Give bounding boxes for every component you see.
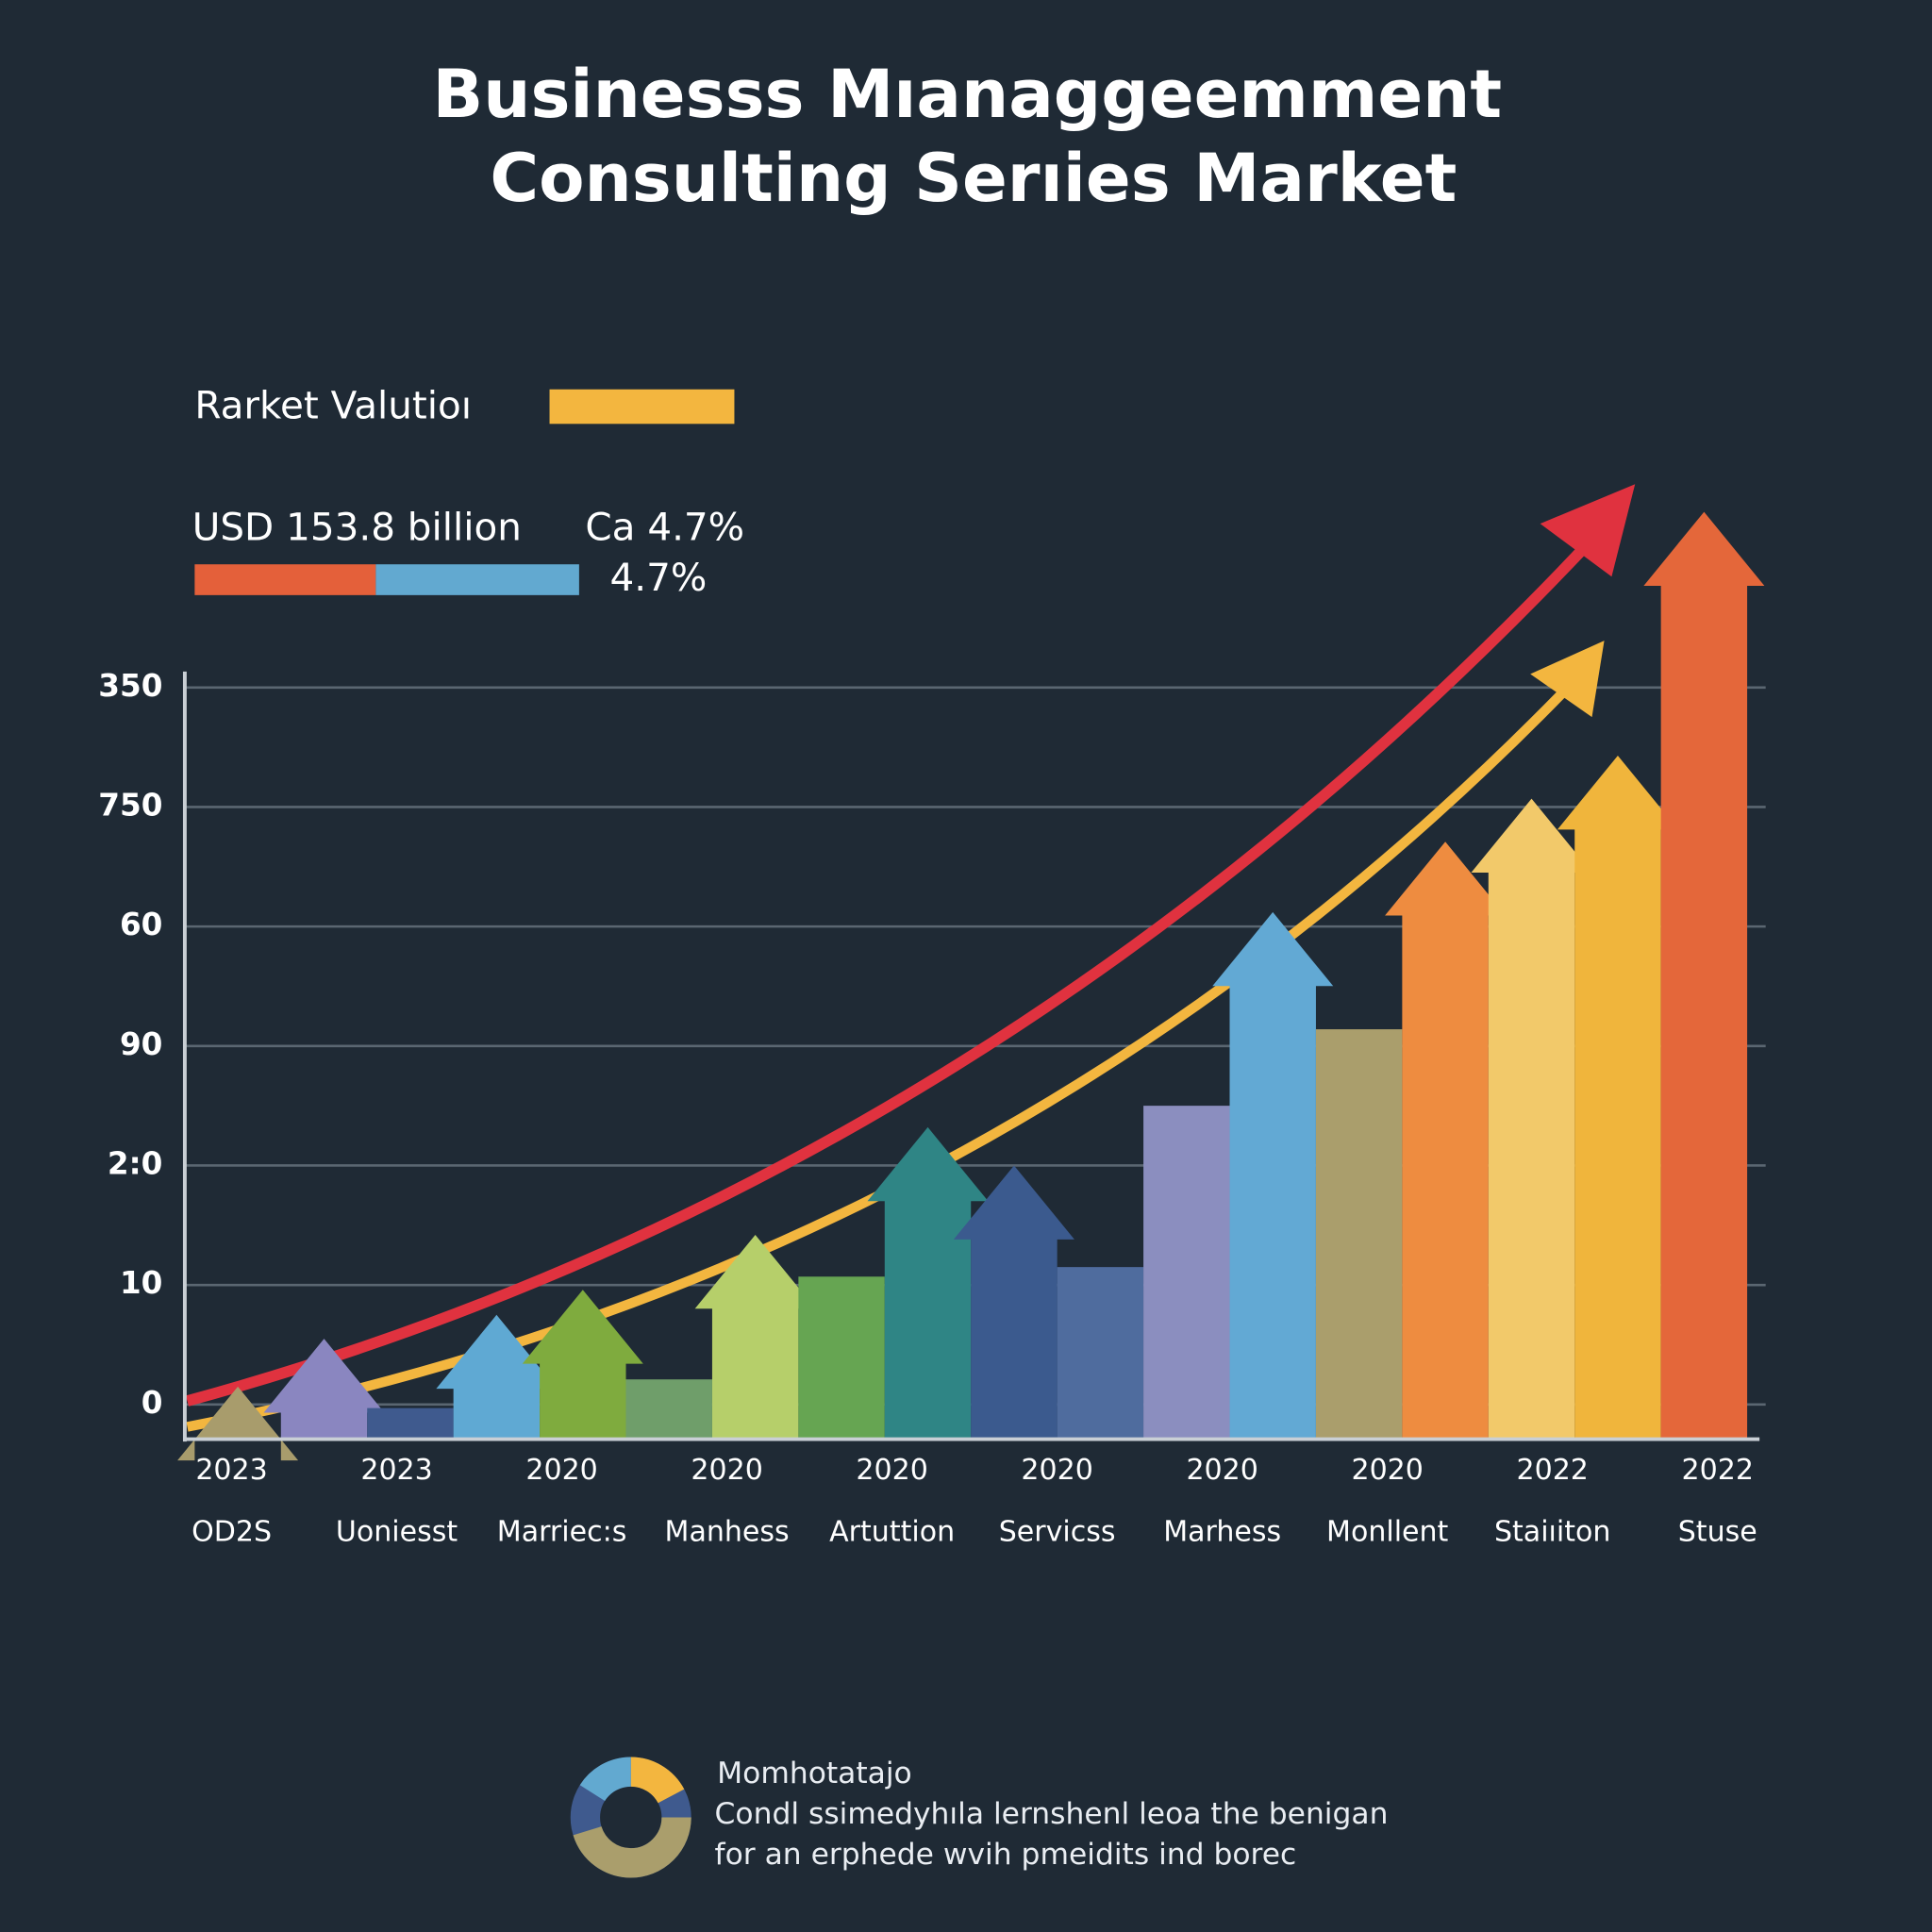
bar: [1643, 511, 1765, 1440]
x-tick-label: 2023: [195, 1454, 267, 1487]
x-category-label: Servicss: [999, 1515, 1116, 1548]
x-category-label: Marriec:s: [497, 1515, 627, 1548]
donut-segment: [570, 1757, 691, 1878]
x-tick-label: 2020: [525, 1454, 597, 1487]
footer-line: Condl ssimedyhıla lernshenl leoa the ben…: [715, 1797, 1389, 1831]
bar: [263, 1339, 385, 1440]
x-tick-label: 2020: [856, 1454, 927, 1487]
y-tick-label: 0: [142, 1385, 163, 1421]
x-category-label: Marhess: [1163, 1515, 1281, 1548]
x-category-label: Monllent: [1326, 1515, 1449, 1548]
footer-line: for an erphede wvih pmeidits ind borec: [715, 1838, 1297, 1872]
x-category-label: OD2S: [192, 1515, 272, 1548]
y-tick-label: 10: [120, 1265, 162, 1301]
bar: [625, 1379, 712, 1440]
bar: [177, 1386, 299, 1461]
x-category-label: Manhess: [665, 1515, 790, 1548]
x-category-label: Uoniesst: [336, 1515, 458, 1548]
y-tick-label: 2:0: [108, 1145, 162, 1181]
bar: [436, 1314, 558, 1440]
x-tick-label: 2020: [1351, 1454, 1423, 1487]
x-category-label: Artuttion: [829, 1515, 955, 1548]
callout-rate: Ca 4.7%: [585, 505, 744, 550]
legend-label: Rarket Valutioı: [194, 382, 472, 427]
x-tick-label: 2023: [360, 1454, 432, 1487]
callout-rate-2: 4.7%: [610, 555, 708, 600]
trend-arrowhead: [1540, 484, 1636, 577]
x-tick-label: 2022: [1682, 1454, 1754, 1487]
x-tick-label: 2020: [1021, 1454, 1092, 1487]
x-category-label: Stuse: [1678, 1515, 1757, 1548]
bar: [1315, 1029, 1403, 1440]
bar: [1385, 841, 1507, 1440]
chart-title: Businesss Mıanaggeemment: [433, 56, 1503, 133]
footer-donut: [570, 1757, 691, 1878]
y-tick-label: 750: [98, 787, 162, 823]
bar: [522, 1290, 643, 1440]
x-category-label: Staiıiton: [1494, 1515, 1610, 1548]
bar: [1212, 911, 1334, 1440]
bar: [953, 1165, 1074, 1440]
bar: [367, 1407, 454, 1440]
footer-heading: Momhotatajo: [717, 1757, 912, 1790]
trend-curve: [185, 538, 1594, 1407]
trend-arrowhead: [1530, 641, 1605, 718]
bar: [1143, 1106, 1230, 1440]
bar: [694, 1234, 816, 1440]
x-tick-label: 2020: [1186, 1454, 1257, 1487]
y-tick-label: 90: [120, 1026, 162, 1062]
y-tick-label: 350: [98, 668, 162, 704]
chart-subtitle: Consulting Serıies Market: [490, 140, 1457, 217]
callout-value: USD 153.8 billion: [192, 505, 522, 550]
y-tick-label: 60: [120, 907, 162, 942]
x-tick-label: 2022: [1516, 1454, 1588, 1487]
callout-bar: [375, 564, 579, 595]
bar: [1471, 798, 1592, 1440]
bar: [867, 1126, 989, 1440]
bar: [1557, 755, 1678, 1440]
donut-segment: [570, 1757, 691, 1878]
callout-bar: [194, 564, 376, 595]
bar: [798, 1276, 885, 1440]
x-tick-label: 2020: [691, 1454, 762, 1487]
legend-swatch: [549, 389, 735, 425]
bar: [1057, 1267, 1144, 1440]
